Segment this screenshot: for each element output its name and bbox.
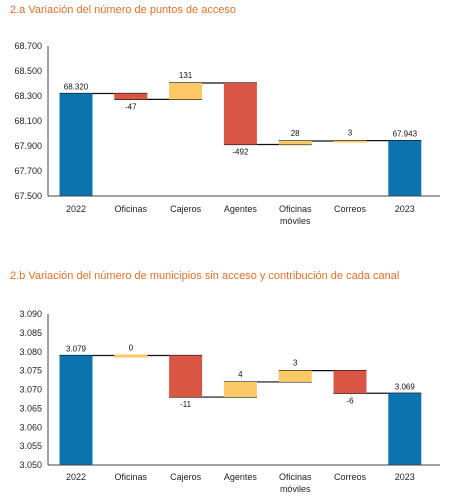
chart-b-data-label: 0 bbox=[129, 344, 134, 353]
chart-b-category-label: Correos bbox=[334, 472, 367, 482]
chart-a-category-label: Oficinas bbox=[279, 204, 312, 214]
chart-a-ytick-label: 68.300 bbox=[14, 91, 42, 101]
chart-b-ytick-label: 3.050 bbox=[19, 460, 42, 470]
chart-b-ytick-label: 3.080 bbox=[19, 347, 42, 357]
chart-a-ytick-label: 67.700 bbox=[14, 166, 42, 176]
chart-a-ytick-label: 67.500 bbox=[14, 191, 42, 201]
chart-a-category-label: 2023 bbox=[395, 204, 415, 214]
chart-a-category-label: móviles bbox=[280, 216, 311, 226]
chart-a-delta-bar bbox=[223, 83, 257, 145]
chart-a-data-label: 67.943 bbox=[393, 130, 418, 139]
chart-a-ytick-label: 68.500 bbox=[14, 66, 42, 76]
chart-a-data-label: 131 bbox=[179, 71, 193, 80]
chart-a-category-label: Cajeros bbox=[170, 204, 202, 214]
chart-a-total-bar bbox=[388, 140, 422, 196]
chart-b-ytick-label: 3.070 bbox=[19, 385, 42, 395]
chart-a-data-label: 68.320 bbox=[64, 83, 89, 92]
chart-a-delta-bar bbox=[114, 93, 148, 100]
chart-a-category-label: Correos bbox=[334, 204, 367, 214]
chart-b-data-label: 3.069 bbox=[395, 382, 416, 391]
chart-b-ytick-label: 3.065 bbox=[19, 403, 42, 413]
chart-b-delta-bar bbox=[223, 381, 257, 398]
chart-a-delta-bar bbox=[169, 83, 203, 100]
chart-b-delta-bar bbox=[169, 355, 203, 398]
chart-a-title: 2.a Variación del número de puntos de ac… bbox=[10, 4, 237, 16]
chart-b-category-label: móviles bbox=[280, 484, 311, 494]
chart-b-data-label: -11 bbox=[180, 400, 192, 409]
chart-a-delta-bar bbox=[278, 141, 312, 145]
chart-b-category-label: Oficinas bbox=[279, 472, 312, 482]
chart-b-category-label: Cajeros bbox=[170, 472, 202, 482]
chart-b-category-label: Oficinas bbox=[115, 472, 148, 482]
chart-b-category-label: 2023 bbox=[395, 472, 415, 482]
chart-b-ytick-label: 3.090 bbox=[19, 309, 42, 319]
chart-b-data-label: -6 bbox=[346, 396, 354, 405]
chart-b-delta-bar bbox=[278, 370, 312, 382]
chart-a-data-label: -492 bbox=[232, 148, 249, 157]
chart-b-data-label: 3 bbox=[293, 359, 298, 368]
chart-a-total-bar bbox=[59, 93, 93, 196]
chart-b-delta-bar bbox=[114, 354, 148, 358]
chart-b-ytick-label: 3.085 bbox=[19, 328, 42, 338]
chart-a-data-label: 28 bbox=[291, 129, 300, 138]
chart-b-delta-bar bbox=[333, 370, 367, 394]
chart-a-category-label: 2022 bbox=[66, 204, 86, 214]
chart-b-category-label: Agentes bbox=[224, 472, 258, 482]
chart-b-ytick-label: 3.075 bbox=[19, 366, 42, 376]
chart-b-data-label: 3.079 bbox=[66, 345, 87, 354]
chart-a-ytick-label: 68.700 bbox=[14, 41, 42, 51]
chart-a-delta-bar bbox=[333, 140, 367, 143]
chart-a-ytick-label: 67.900 bbox=[14, 141, 42, 151]
chart-b-total-bar bbox=[388, 393, 422, 465]
chart-b-data-label: 4 bbox=[238, 370, 243, 379]
chart-b-total-bar bbox=[59, 355, 93, 465]
chart-a-category-label: Agentes bbox=[224, 204, 258, 214]
chart-a-ytick-label: 68.100 bbox=[14, 116, 42, 126]
chart-b-ytick-label: 3.055 bbox=[19, 441, 42, 451]
chart-b-title: 2.b Variación del número de municipios s… bbox=[10, 270, 400, 282]
chart-a-category-label: Oficinas bbox=[115, 204, 148, 214]
chart-b-category-label: 2022 bbox=[66, 472, 86, 482]
chart-a-data-label: 3 bbox=[348, 129, 353, 138]
chart-a-data-label: -47 bbox=[125, 102, 137, 111]
chart-b-ytick-label: 3.060 bbox=[19, 422, 42, 432]
